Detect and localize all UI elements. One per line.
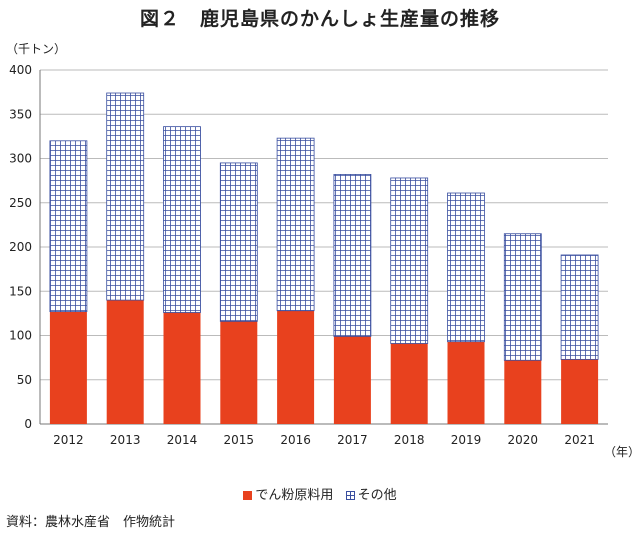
bar-starch-2012 — [49, 311, 87, 424]
source-note: 資料：農林水産省 作物統計 — [6, 515, 176, 530]
bar-starch-2015 — [220, 321, 258, 424]
bar-other-2021 — [560, 254, 599, 360]
bar-other-2017 — [333, 174, 372, 337]
y-tick-label-100: 100 — [9, 329, 32, 343]
legend-item-other: その他 — [345, 484, 397, 503]
bar-other-2014 — [163, 126, 201, 313]
bar-starch-2020 — [504, 360, 542, 424]
bar-other-2019 — [447, 192, 485, 343]
legend-label-starch: でん粉原料用 — [255, 488, 334, 503]
bar-other-2013 — [106, 92, 145, 301]
y-tick-label-50: 50 — [17, 373, 32, 387]
x-tick-label-2019: 2019 — [451, 433, 482, 447]
bar-starch-2017 — [333, 336, 371, 424]
y-tick-label-250: 250 — [9, 196, 32, 210]
x-tick-label-2014: 2014 — [167, 433, 198, 447]
y-tick-label-300: 300 — [9, 152, 32, 166]
y-tick-label-400: 400 — [9, 63, 32, 77]
y-tick-label-200: 200 — [9, 240, 32, 254]
bar-other-2018 — [390, 177, 429, 344]
chart-title: 図２ 鹿児島県のかんしょ生産量の推移 — [139, 8, 500, 30]
bar-starch-2019 — [447, 341, 485, 424]
x-tick-label-2012: 2012 — [53, 433, 84, 447]
bar-other-2016 — [276, 137, 315, 312]
y-axis-label: （千トン） — [6, 42, 67, 56]
x-axis-label: （年） — [604, 445, 640, 459]
bar-starch-2014 — [163, 312, 201, 424]
bar-other-2015 — [219, 162, 258, 322]
bar-starch-2013 — [106, 300, 144, 424]
x-tick-label-2017: 2017 — [337, 433, 368, 447]
y-tick-label-150: 150 — [9, 284, 32, 298]
x-tick-label-2016: 2016 — [280, 433, 311, 447]
y-tick-label-350: 350 — [9, 107, 32, 121]
legend-item-starch: でん粉原料用 — [243, 484, 333, 503]
bar-other-2012 — [49, 140, 88, 313]
bar-starch-2018 — [390, 343, 428, 424]
legend-swatch-other — [345, 491, 355, 500]
x-tick-label-2013: 2013 — [110, 433, 141, 447]
legend-swatch-starch — [243, 491, 253, 500]
stacked-bar-chart: 0 50 100 150 200 250 300 350 400 2012 2013 2014 201… — [9, 63, 608, 447]
x-tick-label-2021: 2021 — [564, 433, 595, 447]
y-tick-label-0: 0 — [24, 417, 32, 431]
legend: でん粉原料用 その他 — [0, 484, 640, 503]
x-tick-label-2020: 2020 — [508, 433, 539, 447]
bar-other-2020 — [503, 233, 542, 361]
legend-label-other: その他 — [357, 488, 397, 503]
x-tick-label-2018: 2018 — [394, 433, 425, 447]
bar-starch-2021 — [561, 359, 599, 424]
x-tick-label-2015: 2015 — [224, 433, 255, 447]
bar-starch-2016 — [277, 310, 315, 424]
